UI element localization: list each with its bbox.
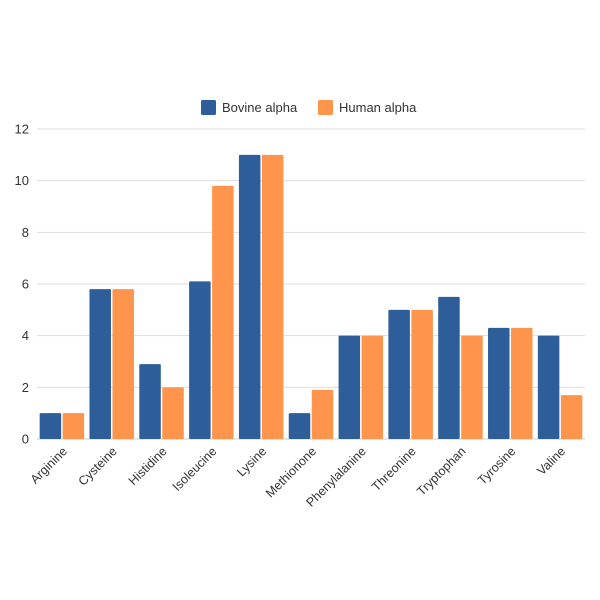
y-tick-label: 8 [22, 225, 29, 240]
y-tick-label: 6 [22, 277, 29, 292]
x-tick-label: Tryptophan [414, 444, 468, 498]
bar-human-alpha-tryptophan [461, 335, 483, 439]
legend-swatch-bovine-alpha [201, 100, 216, 115]
x-tick-label: Arginine [28, 444, 70, 486]
bar-bovine-alpha-threonine [388, 309, 410, 439]
bar-human-alpha-tyrosine [511, 327, 533, 439]
x-axis-labels: Arginine Cysteine Histidine Isoleucine Lysin… [28, 444, 569, 509]
y-tick-label: 10 [15, 173, 29, 188]
x-tick-label: Histidine [126, 444, 170, 488]
x-tick-label: Lysine [234, 444, 269, 479]
x-tick-label: Valine [534, 444, 568, 478]
bar-bovine-alpha-methionone [288, 413, 311, 439]
bar-bovine-alpha-arginine [39, 413, 62, 439]
bars [39, 154, 583, 440]
y-tick-label: 12 [15, 122, 29, 137]
bar-human-alpha-cysteine [112, 289, 134, 439]
bar-human-alpha-lysine [261, 154, 284, 440]
bar-human-alpha-histidine [162, 387, 184, 439]
bar-human-alpha-isoleucine [212, 185, 234, 439]
x-tick-label: Cysteine [76, 444, 120, 488]
bar-human-alpha-valine [560, 395, 583, 439]
x-tick-label: Tyrosine [475, 444, 518, 487]
x-tick-label: Isoleucine [170, 444, 220, 494]
bar-bovine-alpha-histidine [139, 364, 161, 439]
legend-label-human-alpha: Human alpha [339, 100, 417, 115]
bar-bovine-alpha-lysine [238, 154, 261, 440]
bar-human-alpha-threonine [411, 309, 433, 439]
bar-bovine-alpha-tryptophan [438, 296, 460, 439]
legend-swatch-human-alpha [318, 100, 333, 115]
legend-label-bovine-alpha: Bovine alpha [222, 100, 298, 115]
bar-bovine-alpha-valine [537, 335, 560, 439]
bar-human-alpha-methionone [311, 389, 334, 439]
bar-bovine-alpha-isoleucine [189, 281, 211, 439]
bar-bovine-alpha-tyrosine [488, 327, 510, 439]
y-tick-label: 2 [22, 380, 29, 395]
y-tick-label: 4 [22, 328, 29, 343]
y-axis-ticks: 0 2 4 6 8 10 12 [15, 122, 29, 447]
x-tick-label: Threonine [369, 444, 419, 494]
bar-human-alpha-phenylalanine [361, 335, 384, 439]
legend: Bovine alpha Human alpha [201, 100, 417, 115]
bar-human-alpha-arginine [62, 413, 85, 439]
y-tick-label: 0 [22, 432, 29, 447]
bar-bovine-alpha-cysteine [89, 289, 111, 439]
bar-bovine-alpha-phenylalanine [338, 335, 361, 439]
